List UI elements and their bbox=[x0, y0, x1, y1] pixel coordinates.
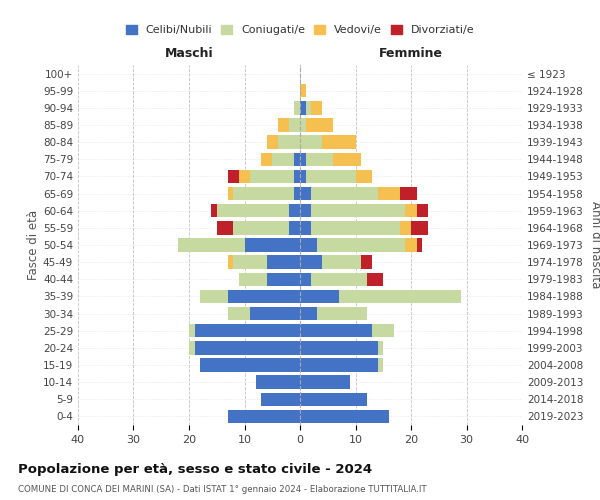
Bar bbox=[228, 256, 233, 269]
Bar bbox=[300, 101, 305, 114]
Bar bbox=[266, 272, 300, 286]
Legend: Celibi/Nubili, Coniugati/e, Vedovi/e, Divorziati/e: Celibi/Nubili, Coniugati/e, Vedovi/e, Di… bbox=[121, 20, 479, 40]
Bar bbox=[295, 101, 300, 114]
Bar bbox=[278, 118, 289, 132]
Bar bbox=[400, 221, 411, 234]
Y-axis label: Anni di nascita: Anni di nascita bbox=[589, 202, 600, 288]
Bar bbox=[295, 170, 300, 183]
Bar bbox=[416, 238, 422, 252]
Bar bbox=[233, 221, 289, 234]
Bar bbox=[189, 341, 194, 354]
Bar bbox=[300, 358, 378, 372]
Bar bbox=[217, 221, 233, 234]
Bar bbox=[300, 410, 389, 423]
Bar bbox=[295, 152, 300, 166]
Bar bbox=[378, 341, 383, 354]
Bar bbox=[228, 307, 250, 320]
Bar bbox=[305, 152, 334, 166]
Bar bbox=[416, 204, 428, 218]
Bar bbox=[228, 170, 239, 183]
Bar bbox=[228, 187, 233, 200]
Bar bbox=[194, 341, 300, 354]
Bar bbox=[289, 204, 300, 218]
Bar bbox=[305, 101, 311, 114]
Bar bbox=[322, 136, 355, 149]
Bar bbox=[228, 290, 300, 303]
Bar bbox=[228, 410, 300, 423]
Bar bbox=[300, 204, 311, 218]
Bar bbox=[367, 272, 383, 286]
Bar bbox=[194, 324, 300, 338]
Bar bbox=[311, 272, 367, 286]
Text: Maschi: Maschi bbox=[164, 47, 214, 60]
Bar bbox=[300, 84, 305, 98]
Bar bbox=[261, 392, 300, 406]
Bar bbox=[239, 272, 266, 286]
Bar bbox=[300, 118, 305, 132]
Bar bbox=[322, 256, 361, 269]
Bar bbox=[295, 187, 300, 200]
Bar bbox=[233, 187, 295, 200]
Bar bbox=[300, 187, 311, 200]
Bar bbox=[233, 256, 266, 269]
Bar bbox=[266, 136, 278, 149]
Text: Femmine: Femmine bbox=[379, 47, 443, 60]
Bar bbox=[311, 204, 406, 218]
Bar bbox=[200, 358, 300, 372]
Bar bbox=[334, 152, 361, 166]
Bar bbox=[200, 290, 228, 303]
Bar bbox=[278, 136, 300, 149]
Bar bbox=[372, 324, 394, 338]
Bar bbox=[289, 118, 300, 132]
Bar bbox=[378, 358, 383, 372]
Text: COMUNE DI CONCA DEI MARINI (SA) - Dati ISTAT 1° gennaio 2024 - Elaborazione TUTT: COMUNE DI CONCA DEI MARINI (SA) - Dati I… bbox=[18, 485, 427, 494]
Y-axis label: Fasce di età: Fasce di età bbox=[27, 210, 40, 280]
Bar bbox=[305, 118, 334, 132]
Bar bbox=[178, 238, 245, 252]
Bar bbox=[300, 290, 339, 303]
Bar bbox=[300, 170, 305, 183]
Bar bbox=[378, 187, 400, 200]
Bar bbox=[305, 170, 355, 183]
Bar bbox=[355, 170, 372, 183]
Bar bbox=[300, 307, 317, 320]
Bar bbox=[317, 238, 406, 252]
Bar bbox=[400, 187, 416, 200]
Bar bbox=[272, 152, 295, 166]
Bar bbox=[300, 221, 311, 234]
Bar bbox=[300, 256, 322, 269]
Bar bbox=[311, 221, 400, 234]
Bar bbox=[245, 238, 300, 252]
Bar bbox=[339, 290, 461, 303]
Bar bbox=[217, 204, 289, 218]
Bar bbox=[411, 221, 428, 234]
Text: Popolazione per età, sesso e stato civile - 2024: Popolazione per età, sesso e stato civil… bbox=[18, 462, 372, 475]
Bar bbox=[300, 392, 367, 406]
Bar bbox=[250, 307, 300, 320]
Bar bbox=[300, 324, 372, 338]
Bar bbox=[406, 238, 416, 252]
Bar bbox=[300, 152, 305, 166]
Bar bbox=[250, 170, 295, 183]
Bar bbox=[300, 238, 317, 252]
Bar bbox=[300, 272, 311, 286]
Bar bbox=[261, 152, 272, 166]
Bar bbox=[311, 101, 322, 114]
Bar bbox=[300, 136, 322, 149]
Bar bbox=[361, 256, 372, 269]
Bar bbox=[289, 221, 300, 234]
Bar bbox=[300, 341, 378, 354]
Bar bbox=[406, 204, 416, 218]
Bar bbox=[317, 307, 367, 320]
Bar bbox=[189, 324, 194, 338]
Bar bbox=[311, 187, 378, 200]
Bar bbox=[266, 256, 300, 269]
Bar bbox=[211, 204, 217, 218]
Bar bbox=[239, 170, 250, 183]
Bar bbox=[300, 376, 350, 389]
Bar bbox=[256, 376, 300, 389]
